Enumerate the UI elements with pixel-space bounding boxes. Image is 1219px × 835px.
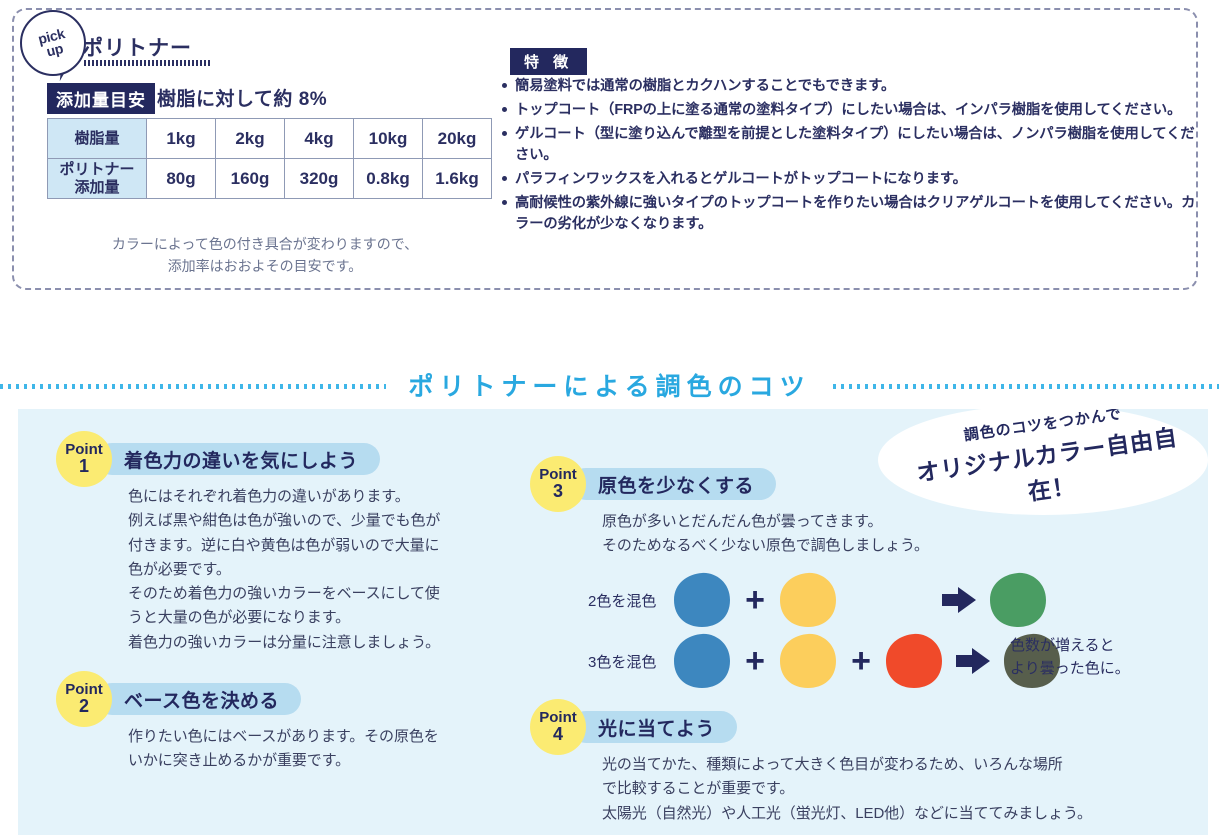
speech-bubble (878, 409, 1208, 515)
list-item: ゲルコート（型に塗り込んで離型を前提とした塗料タイプ）にしたい場合は、ノンパラ樹… (501, 124, 1207, 166)
point-1-badge: Point 1 (56, 431, 112, 487)
point-2-body: 作りたい色にはベースがあります。その原色を いかに突き止めるかが重要です。 (128, 728, 439, 770)
color-blob-red (886, 633, 942, 688)
arrow-right-icon (930, 587, 988, 613)
table-cell: 1.6kg (422, 158, 492, 199)
color-blob-result-gray (1004, 633, 1060, 688)
dose-label: 添加量目安 (47, 83, 155, 114)
product-title: ポリトナー (82, 37, 192, 60)
point-4-body: 光の当てかた、種類によって大きく色目が変わるため、いろんな場所 で比較することが… (602, 756, 1092, 822)
arrow-right-icon (944, 648, 1002, 674)
table-note-line2: 添加率はおおよその目安です。 (167, 257, 363, 274)
point-4-badge: Point 4 (530, 699, 586, 755)
table-cell: 1kg (146, 118, 216, 159)
color-blob-yellow (780, 633, 836, 688)
point-3-body: 原色が多いとだんだん色が曇ってきます。 そのためなるべく少ない原色で調色しましょ… (602, 513, 929, 555)
mixing-row-3colors-label: 3色を混色 (588, 653, 657, 671)
dose-value: 樹脂に対して約 8% (157, 89, 328, 110)
table-note-line1: カラーによって色の付き具合が変わりますので、 (111, 236, 419, 252)
color-blob-blue (674, 572, 730, 627)
point-2-heading: ベース色を決める (96, 683, 302, 715)
color-blob-result-green (990, 572, 1046, 627)
point-4-heading: 光に当てよう (570, 711, 738, 743)
point-4-badge-number: 4 (552, 723, 563, 744)
color-blob-yellow (780, 572, 836, 627)
point-1-badge-number: 1 (78, 455, 89, 476)
table-cell: 0.8kg (353, 158, 423, 199)
mixing-row-2colors: 2色を混色 + (588, 572, 1048, 628)
table-note: カラーによって色の付き具合が変わりますので、 添加率はおおよその目安です。 (47, 234, 483, 277)
list-item: 高耐候性の紫外線に強いタイプのトップコートを作りたい場合はクリアゲルコートを使用… (501, 193, 1207, 235)
point-3-badge: Point 3 (530, 456, 586, 512)
table-cell: 2kg (215, 118, 285, 159)
point-3-badge-number: 3 (552, 480, 563, 501)
table-cell: 4kg (284, 118, 354, 159)
table-row: 樹脂量 1kg 2kg 4kg 10kg 20kg (47, 118, 492, 159)
table-row-header-line2: 添加量 (74, 178, 120, 196)
table-cell: 320g (284, 158, 354, 199)
dotted-rule-left (0, 383, 387, 389)
dotted-rule-right (832, 383, 1219, 389)
point-2-badge: Point 2 (56, 671, 112, 727)
point-4-badge-word: Point (539, 708, 577, 726)
table-row-header: ポリトナー 添加量 (47, 158, 147, 199)
table-cell: 160g (215, 158, 285, 199)
table-cell: 10kg (353, 118, 423, 159)
title-underline (84, 60, 212, 66)
pick-up-badge-text: pick up (15, 5, 90, 80)
section-title: ポリトナーによる調色のコツ (408, 373, 811, 401)
section-title-row: ポリトナーによる調色のコツ (0, 368, 1219, 402)
table-row: ポリトナー 添加量 80g 160g 320g 0.8kg 1.6kg (47, 158, 492, 199)
point-2-badge-number: 2 (78, 695, 89, 716)
mixing-note: 色数が増えると より曇った色に。 (1010, 635, 1130, 680)
mixing-note-line2: より曇った色に。 (1010, 659, 1130, 677)
point-1-badge-word: Point (65, 440, 103, 458)
color-blob-blue (674, 633, 730, 688)
plus-icon: + (851, 642, 871, 680)
point-1-body: 色にはそれぞれ着色力の違いがあります。 例えば黒や紺色は色が強いので、少量でも色… (128, 488, 441, 651)
list-item: トップコート（FRPの上に塗る通常の塗料タイプ）にしたい場合は、インパラ樹脂を使… (501, 100, 1207, 121)
mixing-row-3colors: 3色を混色 + + (588, 633, 1062, 689)
table-row-header: 樹脂量 (47, 118, 147, 159)
pickup-box: pick up ポリトナー 添加量目安 樹脂に対して約 8% 樹脂量 1kg 2… (12, 8, 1198, 290)
mixing-note-line1: 色数が増えると (1010, 637, 1115, 654)
table-cell: 80g (146, 158, 216, 199)
feature-badge: 特 徴 (510, 48, 588, 75)
list-item: パラフィンワックスを入れるとゲルコートがトップコートになります。 (501, 169, 1207, 190)
point-1-heading: 着色力の違いを気にしよう (96, 443, 381, 475)
point-3-badge-word: Point (539, 465, 577, 483)
pick-up-badge-line2: up (44, 40, 65, 60)
plus-icon: + (745, 581, 765, 619)
list-item: 簡易塗料では通常の樹脂とカクハンすることでもできます。 (501, 76, 1207, 97)
feature-list: 簡易塗料では通常の樹脂とカクハンすることでもできます。 トップコート（FRPの上… (501, 76, 1207, 238)
tips-panel: 調色のコツをつかんで オリジナルカラー自由自在！ Point 1 着色力の違いを… (18, 409, 1208, 835)
mixing-row-2colors-label: 2色を混色 (588, 592, 657, 610)
table-cell: 20kg (422, 118, 492, 159)
point-3-heading: 原色を少なくする (570, 468, 777, 500)
point-2-badge-word: Point (65, 680, 103, 698)
plus-icon: + (745, 642, 765, 680)
dosage-table: 樹脂量 1kg 2kg 4kg 10kg 20kg ポリトナー 添加量 80g … (47, 118, 492, 199)
table-row-header-line1: ポリトナー (59, 161, 135, 179)
pick-up-badge: pick up (20, 10, 86, 76)
